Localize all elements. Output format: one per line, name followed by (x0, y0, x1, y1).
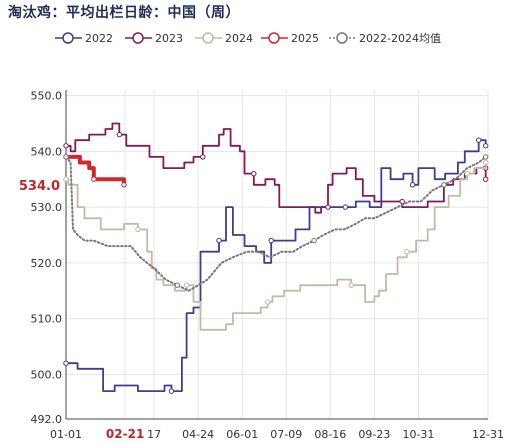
y-tick-label: 492.0 (31, 413, 63, 426)
series-line-3 (66, 154, 126, 185)
series-point-0 (342, 204, 349, 210)
x-tick-label: 01-01 (50, 428, 82, 441)
chart-title: 淘汰鸡：平均出栏日龄：中国（周） (8, 5, 240, 21)
x-tick-label: 04-24 (182, 428, 214, 441)
series-point-3 (121, 182, 127, 188)
x-tick-label: 17 (147, 428, 161, 441)
legend-label-1: 2023 (155, 32, 183, 45)
series-point-4 (63, 154, 69, 160)
series-point-2 (404, 249, 410, 255)
series-line-0 (66, 139, 487, 392)
series-point-1 (63, 143, 69, 149)
series-line-4 (65, 155, 487, 292)
y-tick-label: 500.0 (31, 368, 63, 381)
series-point-2 (482, 159, 489, 166)
series-point-1 (325, 204, 331, 210)
series-point-0 (168, 388, 175, 394)
series-point-2 (265, 299, 271, 305)
series-point-2 (63, 176, 69, 182)
series-point-2 (348, 282, 354, 288)
legend-marker-3 (268, 32, 280, 44)
x-tick-label: 07-09 (270, 428, 302, 441)
series-point-1 (399, 198, 405, 205)
series-point-2 (464, 170, 470, 177)
series-point-4 (441, 182, 447, 188)
series-point-0 (482, 143, 489, 149)
series-line-2 (66, 162, 487, 331)
legend-marker-2 (202, 32, 214, 44)
x-tick-label: 10-31 (402, 428, 434, 441)
series-point-0 (216, 237, 222, 244)
y-tick-label: 520.0 (31, 257, 63, 270)
y-tick-label: 510.0 (31, 313, 63, 326)
series-point-0 (63, 360, 69, 366)
y-tick-label: 550.0 (31, 90, 63, 103)
series-point-2 (135, 226, 141, 233)
x-tick-label-highlight: 02-21 (106, 427, 144, 441)
x-tick-label: 06-01 (226, 428, 258, 441)
legend-label-3: 2025 (291, 32, 319, 45)
series-point-1 (251, 170, 257, 177)
series-point-4 (311, 237, 317, 244)
series-point-0 (476, 137, 482, 143)
legend-label-0: 2022 (85, 32, 113, 45)
series-point-4 (482, 154, 489, 160)
x-tick-label: 08-16 (314, 428, 346, 441)
y-tick-label: 530.0 (31, 201, 63, 214)
series-point-0 (268, 237, 274, 244)
legend-marker-4 (336, 32, 348, 44)
series-point-4 (174, 282, 180, 288)
series-point-1 (200, 154, 206, 160)
last-value-label: 534.0 (19, 179, 60, 194)
series-point-1 (482, 176, 489, 182)
series-point-3 (91, 176, 97, 182)
x-tick-label: 09-23 (358, 428, 390, 441)
series-point-2 (183, 282, 190, 288)
series-point-1 (116, 131, 123, 138)
legend-label-2: 2024 (225, 32, 253, 45)
legend-marker-1 (132, 32, 144, 44)
legend-marker-0 (62, 32, 74, 44)
legend-label-4: 2022-2024均值 (359, 32, 441, 45)
series-point-0 (409, 182, 416, 188)
y-tick-label: 540.0 (31, 145, 63, 158)
x-tick-label: 12-31 (472, 428, 504, 441)
